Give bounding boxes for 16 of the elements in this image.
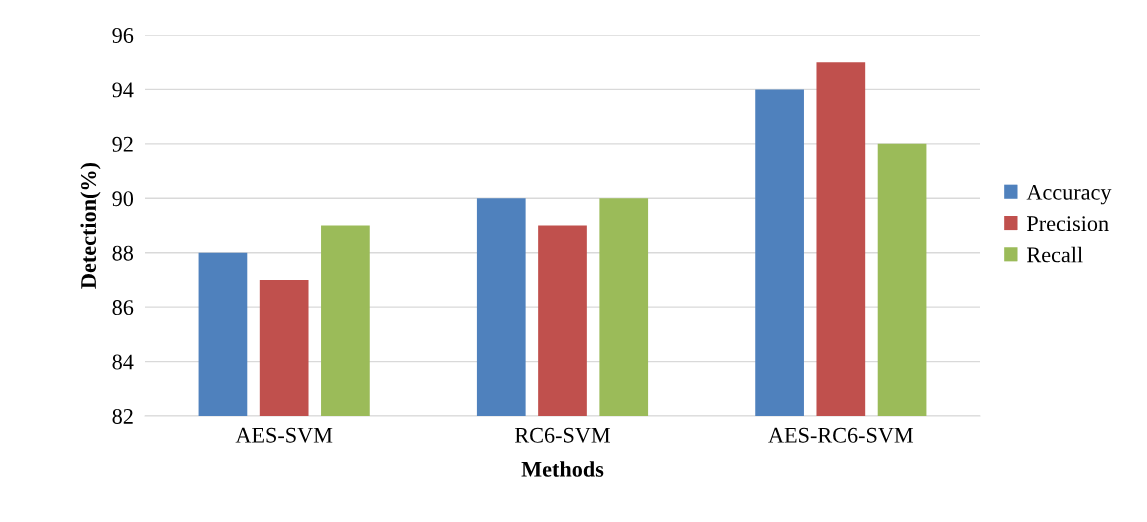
x-tick-label: AES-RC6-SVM [768, 427, 914, 443]
y-tick-label: 90 [112, 191, 134, 207]
legend-label: Precision [1027, 216, 1109, 232]
y-tick-label: 94 [112, 82, 134, 98]
legend-label: Recall [1027, 246, 1083, 263]
x-tick-label: AES-SVM [235, 427, 333, 443]
x-axis-title: Methods [521, 461, 604, 477]
y-tick-label: 84 [112, 354, 134, 370]
y-tick-label: 92 [112, 136, 133, 152]
y-axis-title: Detection(%) [80, 162, 101, 289]
y-tick-label: 86 [112, 300, 134, 316]
y-tick-label: 96 [112, 27, 134, 43]
y-tick-label: 88 [112, 245, 134, 261]
legend-label: Accuracy [1026, 184, 1112, 205]
x-tick-label: RC6-SVM [514, 427, 611, 443]
y-tick-label: 82 [112, 408, 133, 424]
